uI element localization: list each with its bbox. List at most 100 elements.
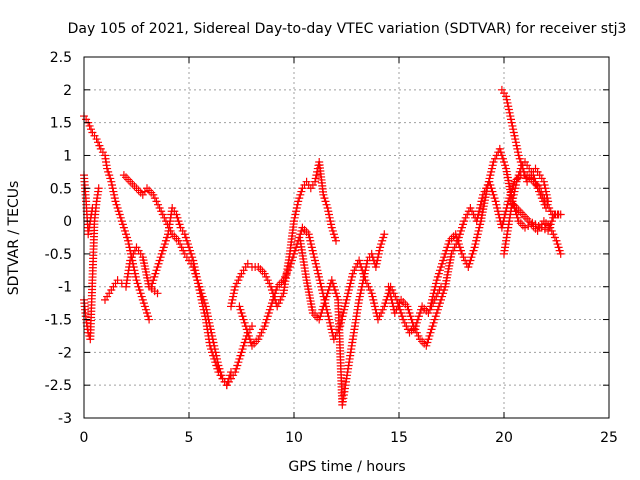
- data-point: [400, 318, 409, 327]
- data-point: [229, 292, 238, 301]
- data-point: [103, 164, 112, 173]
- data-point: [390, 308, 399, 317]
- data-point: [311, 256, 319, 265]
- data-point: [437, 295, 445, 304]
- data-point: [114, 207, 123, 216]
- data-point: [495, 144, 504, 153]
- data-point: [359, 276, 368, 285]
- data-point: [282, 269, 291, 278]
- data-point: [259, 325, 268, 334]
- data-point: [508, 121, 517, 130]
- data-point: [183, 240, 192, 249]
- data-point: [287, 256, 296, 265]
- data-point: [466, 203, 475, 212]
- data-point: [277, 292, 286, 301]
- data-point: [120, 226, 129, 235]
- data-point: [403, 325, 412, 334]
- data-point: [515, 154, 524, 163]
- data-point: [242, 325, 251, 334]
- data-point: [539, 197, 548, 206]
- data-point: [152, 197, 161, 206]
- data-point: [542, 203, 550, 212]
- data-point: [290, 249, 298, 258]
- data-point: [322, 200, 331, 209]
- data-point: [144, 312, 153, 321]
- data-point: [270, 292, 279, 301]
- data-point: [116, 213, 125, 222]
- data-point: [107, 177, 116, 186]
- data-point: [350, 266, 359, 275]
- data-point: [230, 286, 239, 295]
- data-point: [531, 177, 540, 186]
- data-point: [105, 171, 114, 180]
- series-track-i: [296, 230, 389, 409]
- data-point: [489, 190, 498, 199]
- data-point: [150, 272, 159, 281]
- chart-title: Day 105 of 2021, Sidereal Day-to-day VTE…: [68, 21, 627, 37]
- data-point: [235, 272, 244, 281]
- data-point: [194, 279, 203, 288]
- data-point: [386, 289, 395, 298]
- data-point: [235, 302, 244, 311]
- data-point: [438, 259, 447, 268]
- data-point: [308, 246, 317, 255]
- data-point: [357, 286, 366, 295]
- data-point: [369, 295, 378, 304]
- data-point: [374, 315, 382, 324]
- data-point: [284, 266, 293, 275]
- data-point: [377, 308, 386, 317]
- data-point: [265, 305, 274, 314]
- data-point: [305, 233, 314, 242]
- y-tick-label: -0.5: [45, 247, 72, 263]
- data-point: [358, 279, 367, 288]
- data-point: [129, 249, 138, 258]
- data-point: [535, 187, 543, 196]
- data-point: [321, 197, 330, 206]
- data-point: [87, 125, 95, 134]
- data-point: [403, 302, 412, 311]
- data-point: [95, 141, 104, 150]
- data-point: [235, 354, 244, 363]
- data-point: [325, 210, 333, 219]
- data-point: [319, 302, 328, 311]
- data-point: [201, 312, 210, 321]
- data-point: [469, 246, 478, 255]
- data-point: [311, 177, 319, 186]
- data-point: [151, 269, 160, 278]
- data-point: [339, 308, 348, 317]
- data-point: [176, 240, 185, 249]
- data-point: [372, 259, 381, 268]
- data-point: [530, 174, 539, 183]
- data-point: [152, 266, 161, 275]
- data-point: [143, 308, 151, 317]
- data-point: [348, 272, 357, 281]
- data-point: [556, 210, 565, 219]
- data-point: [507, 118, 516, 127]
- data-point: [223, 377, 232, 386]
- data-point: [234, 358, 243, 367]
- data-point: [196, 289, 205, 298]
- data-point: [475, 203, 484, 212]
- data-point: [288, 253, 297, 262]
- data-point: [423, 338, 432, 347]
- data-point: [177, 243, 186, 252]
- data-point: [439, 289, 448, 298]
- data-point: [260, 269, 269, 278]
- data-point: [332, 289, 340, 298]
- data-point: [355, 295, 364, 304]
- data-point: [510, 187, 519, 196]
- data-point: [290, 217, 298, 226]
- data-point: [110, 194, 119, 203]
- data-point: [198, 299, 207, 308]
- data-point: [281, 272, 290, 281]
- data-point: [536, 190, 545, 199]
- data-point: [377, 240, 386, 249]
- data-point: [306, 236, 315, 245]
- data-point: [112, 200, 121, 209]
- data-point: [360, 269, 369, 278]
- data-point: [374, 253, 382, 262]
- data-point: [381, 299, 390, 308]
- data-point: [468, 249, 477, 258]
- data-point: [370, 302, 379, 311]
- data-point: [405, 308, 414, 317]
